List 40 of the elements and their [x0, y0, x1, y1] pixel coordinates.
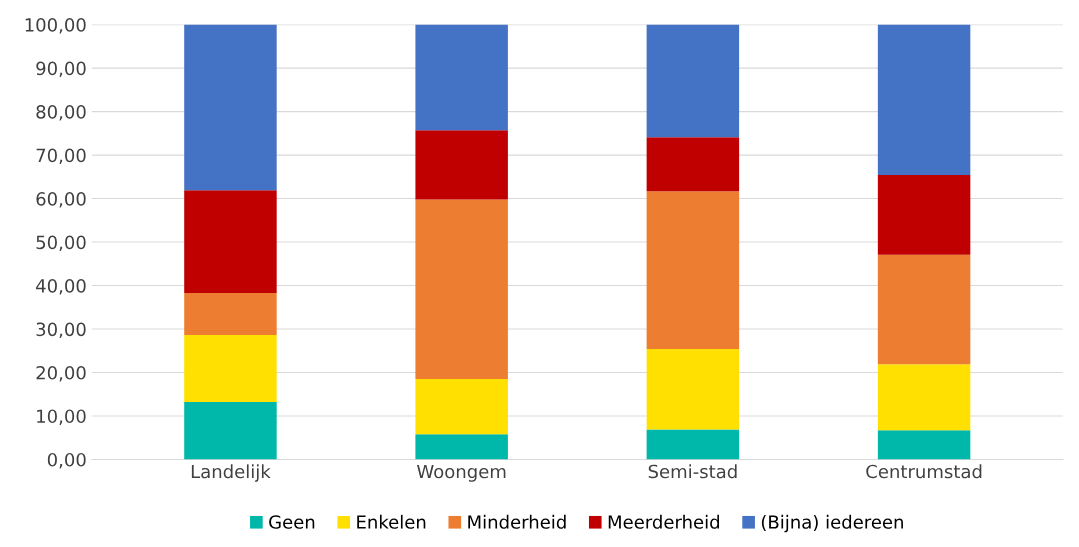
- bar: [646, 429, 740, 460]
- bar: [877, 364, 971, 431]
- bar: [877, 430, 971, 460]
- bar: [646, 137, 740, 192]
- y-tick-label: 80,00: [36, 105, 86, 121]
- bar: [877, 24, 971, 176]
- bar: [646, 24, 740, 138]
- y-tick-label: 40,00: [36, 278, 86, 295]
- bar: [415, 24, 508, 131]
- bar: [415, 379, 508, 435]
- bar: [877, 254, 971, 365]
- legend-label: Minderheid: [468, 514, 566, 529]
- x-tick-label: Landelijk: [191, 464, 271, 482]
- bar: [184, 190, 277, 293]
- bar: [184, 24, 277, 191]
- y-tick-label: 20,00: [36, 365, 86, 382]
- y-tick-label: 90,00: [36, 61, 86, 78]
- legend-label: Enkelen: [357, 514, 426, 529]
- bar: [184, 402, 277, 460]
- y-tick-label: 0,00: [47, 452, 86, 469]
- y-tick-label: 10,00: [37, 409, 86, 425]
- x-tick-label: Semi-stad: [648, 464, 737, 479]
- bar: [646, 191, 740, 350]
- y-tick-label: 70,00: [36, 148, 86, 165]
- bar: [877, 175, 971, 255]
- y-tick-label: 30,00: [36, 322, 86, 338]
- bar: [184, 335, 277, 403]
- legend-label: (Bijna) iedereen: [761, 514, 903, 533]
- bar: [415, 130, 508, 200]
- bar: [646, 349, 740, 430]
- y-tick-label: 60,00: [36, 192, 86, 208]
- bar: [184, 292, 277, 336]
- x-tick-label: Centrumstad: [866, 464, 982, 479]
- y-tick-label: 50,00: [36, 235, 86, 252]
- legend-label: Meerderheid: [608, 514, 719, 529]
- legend-label: Geen: [269, 515, 315, 529]
- bar: [415, 434, 508, 460]
- bar: [415, 199, 508, 380]
- x-tick-label: Woongem: [417, 464, 506, 482]
- y-tick-label: 100,00: [25, 18, 86, 34]
